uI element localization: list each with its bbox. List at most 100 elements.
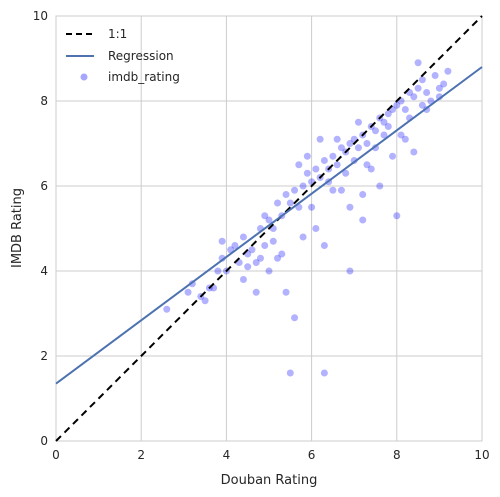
y-tick-labels: 0 2 4 6 8 10: [33, 9, 48, 448]
scatter-point: [201, 297, 209, 305]
scatter-point: [376, 182, 384, 190]
y-axis-label: IMDB Rating: [10, 188, 25, 268]
scatter-point: [308, 203, 316, 211]
scatter-point: [299, 182, 307, 190]
scatter-point: [418, 76, 426, 84]
x-tick-label: 2: [137, 448, 145, 462]
scatter-point: [239, 276, 247, 283]
scatter-point: [252, 259, 260, 266]
y-tick-label: 6: [40, 179, 48, 193]
scatter-point: [414, 84, 422, 92]
y-tick-label: 4: [40, 264, 48, 278]
scatter-point: [384, 123, 392, 130]
scatter-point: [265, 216, 273, 224]
scatter-point: [359, 216, 367, 224]
scatter-point: [401, 106, 409, 113]
x-tick-label: 6: [308, 448, 316, 462]
scatter-point: [380, 118, 388, 126]
legend-regression-label: Regression: [108, 49, 174, 63]
scatter-point: [393, 101, 401, 109]
legend-imdb-rating-label: imdb_rating: [108, 70, 180, 84]
scatter-point: [333, 135, 341, 143]
scatter-point: [397, 131, 405, 139]
grid-lines: [55, 15, 483, 442]
one-to-one-line: [55, 15, 483, 442]
scatter-point: [401, 135, 409, 143]
scatter-point: [312, 165, 320, 173]
scatter-point: [163, 305, 171, 313]
scatter-point: [410, 93, 418, 101]
scatter-point: [274, 199, 282, 207]
scatter-point: [286, 199, 294, 207]
scatter-point: [261, 242, 269, 249]
scatter-point: [286, 369, 294, 377]
scatter-point: [248, 246, 256, 254]
scatter-point: [346, 140, 354, 147]
x-axis-label: Douban Rating: [221, 473, 318, 488]
scatter-point: [329, 186, 337, 194]
scatter-point: [431, 72, 439, 79]
scatter-point: [444, 67, 452, 75]
scatter-point: [184, 288, 192, 296]
scatter-point: [291, 314, 299, 322]
scatter-point: [423, 89, 431, 96]
y-tick-label: 10: [33, 9, 48, 23]
scatter-point: [333, 161, 341, 169]
scatter-point: [316, 135, 324, 143]
scatter-point: [418, 101, 426, 109]
scatter-point: [414, 59, 422, 67]
scatter-point: [346, 267, 354, 275]
scatter-point: [410, 148, 418, 156]
scatter-point: [337, 144, 345, 152]
y-tick-label: 2: [40, 349, 48, 363]
scatter-point: [269, 237, 277, 245]
scatter-point: [282, 191, 290, 198]
scatter-point: [393, 212, 401, 220]
scatter-point: [337, 186, 345, 194]
scatter-point: [303, 169, 311, 177]
scatter-point: [320, 369, 328, 377]
scatter-point: [329, 152, 337, 160]
scatter-point: [389, 152, 397, 160]
scatter-point: [295, 161, 303, 169]
scatter-point: [363, 140, 371, 147]
y-tick-label: 8: [40, 94, 48, 108]
scatter-point: [278, 250, 286, 258]
scatter-point: [303, 152, 311, 160]
scatter-point: [320, 242, 328, 249]
x-tick-label: 0: [52, 448, 60, 462]
x-tick-label: 10: [474, 448, 489, 462]
scatter-point: [312, 225, 320, 232]
scatter-points: [163, 59, 452, 377]
scatter-point: [218, 237, 226, 245]
scatter-point: [367, 165, 375, 173]
regression-line: [55, 66, 483, 385]
scatter-point: [354, 144, 362, 152]
x-tick-labels: 0 2 4 6 8 10: [52, 448, 489, 462]
scatter-point: [359, 191, 367, 198]
scatter-point: [282, 288, 290, 296]
scatter-point: [274, 254, 282, 262]
scatter-point: [256, 254, 264, 262]
scatter-point: [265, 267, 273, 275]
x-tick-label: 8: [393, 448, 401, 462]
scatter-point: [363, 161, 371, 169]
scatter-point: [346, 203, 354, 211]
scatter-point: [214, 267, 222, 275]
legend: 1:1 Regression imdb_rating: [66, 27, 180, 84]
scatter-point: [291, 186, 299, 194]
y-tick-label: 0: [40, 434, 48, 448]
x-tick-label: 4: [223, 448, 231, 462]
reference-lines: [55, 15, 483, 442]
scatter-point: [299, 233, 307, 241]
scatter-point: [384, 110, 392, 118]
legend-imdb-rating-swatch: [80, 73, 88, 81]
scatter-point: [354, 118, 362, 126]
scatter-point: [252, 288, 260, 296]
scatter-point: [342, 169, 350, 177]
scatter-point: [380, 131, 388, 139]
scatter-point: [320, 157, 328, 164]
scatter-point: [261, 212, 269, 220]
scatter-point: [244, 263, 252, 271]
